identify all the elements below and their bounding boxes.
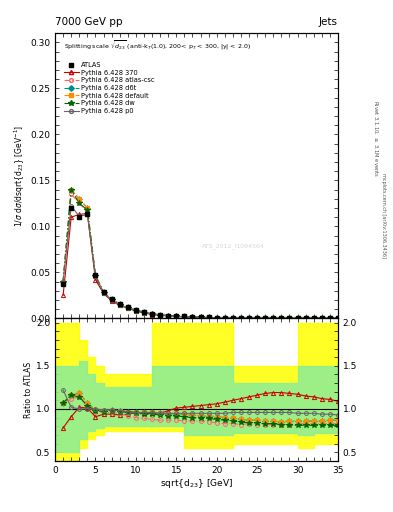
Text: Rivet 3.1.10, $\geq$ 3.1M events: Rivet 3.1.10, $\geq$ 3.1M events xyxy=(371,100,379,177)
Y-axis label: $1/\sigma$ d$\sigma$/dsqrt{d$_{23}$} [GeV$^{-1}$]: $1/\sigma$ d$\sigma$/dsqrt{d$_{23}$} [Ge… xyxy=(13,125,27,227)
Y-axis label: Ratio to ATLAS: Ratio to ATLAS xyxy=(24,361,33,418)
Text: 7000 GeV pp: 7000 GeV pp xyxy=(55,16,123,27)
Legend: ATLAS, Pythia 6.428 370, Pythia 6.428 atlas-csc, Pythia 6.428 d6t, Pythia 6.428 : ATLAS, Pythia 6.428 370, Pythia 6.428 at… xyxy=(61,59,157,117)
Text: Splitting scale $\sqrt{d_{23}}$ (anti-k$_T$(1.0), 200< p$_T$ < 300, |y| < 2.0): Splitting scale $\sqrt{d_{23}}$ (anti-k$… xyxy=(64,39,250,52)
Text: ATS_2012_I1094564: ATS_2012_I1094564 xyxy=(202,243,265,249)
X-axis label: sqrt{d$_{23}$} [GeV]: sqrt{d$_{23}$} [GeV] xyxy=(160,477,233,490)
Text: Jets: Jets xyxy=(319,16,338,27)
Text: mcplots.cern.ch [arXiv:1306.3436]: mcplots.cern.ch [arXiv:1306.3436] xyxy=(381,173,386,258)
